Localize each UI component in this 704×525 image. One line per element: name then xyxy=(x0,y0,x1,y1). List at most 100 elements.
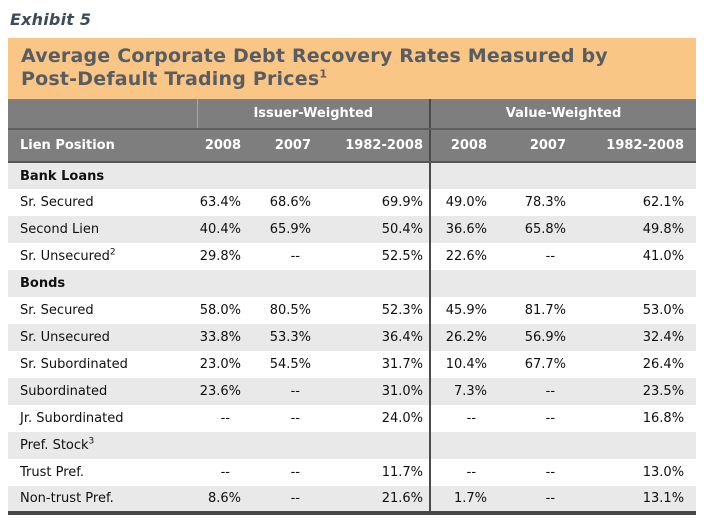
row-label: Jr. Subordinated xyxy=(8,405,197,432)
row-label-text: Sr. Subordinated xyxy=(20,357,128,372)
cell-value: 50.4% xyxy=(381,222,424,237)
cell-value: 65.8% xyxy=(524,222,567,237)
cell-value: 52.5% xyxy=(381,249,424,264)
cell-value: 81.7% xyxy=(524,303,567,318)
cell-value: 52.3% xyxy=(381,303,424,318)
cell-value: -- xyxy=(545,249,556,264)
cell-value xyxy=(429,432,494,459)
cell-value: 26.2% xyxy=(429,324,494,351)
table-row-bonds: Bonds xyxy=(8,270,697,297)
cell-value: 45.9% xyxy=(429,297,494,324)
row-label-text: Jr. Subordinated xyxy=(20,411,124,426)
cell-value: 49.8% xyxy=(642,222,685,237)
cell-value xyxy=(572,270,696,297)
cell-value: -- xyxy=(290,465,300,480)
table-row-sr-subordinated: Sr. Subordinated 23.0% 54.5% 31.7% 10.4%… xyxy=(8,351,697,378)
cell-value: 65.9% xyxy=(269,222,311,237)
cell-value: -- xyxy=(220,411,230,426)
cell-value: 68.6% xyxy=(269,195,311,210)
cell-value: 23.0% xyxy=(199,357,241,372)
table-row-b-sr-unsecured: Sr. Unsecured 33.8% 53.3% 36.4% 26.2% 56… xyxy=(8,324,697,351)
group-header-value-weighted: Value-Weighted xyxy=(429,99,697,130)
cell-value xyxy=(429,162,494,189)
row-label: Trust Pref. xyxy=(8,459,197,486)
cell-value: 10.4% xyxy=(429,351,494,378)
cell-value: 16.8% xyxy=(642,411,685,426)
cell-value: 11.7% xyxy=(381,465,424,480)
cell-value: 62.1% xyxy=(642,195,685,210)
row-label-text: Non-trust Pref. xyxy=(20,491,114,506)
cell-value: 36.6% xyxy=(429,216,494,243)
col-header-iw-1982-2008: 1982-2008 xyxy=(317,129,431,163)
cell-value: 40.4% xyxy=(199,222,241,237)
table-body: Bank Loans Sr. Secured 63.4% 68.6% 69.9%… xyxy=(8,162,697,513)
row-label: Bonds xyxy=(8,270,197,297)
cell-value xyxy=(247,162,317,189)
cell-value: 23.5% xyxy=(642,384,685,399)
cell-value: 33.8% xyxy=(199,330,241,345)
row-label-text: Sr. Secured xyxy=(20,195,94,210)
row-label-text: Bonds xyxy=(20,276,66,291)
cell-value: 63.4% xyxy=(199,195,241,210)
row-label-text: Sr. Secured xyxy=(20,303,94,318)
table-header: Issuer-Weighted Value-Weighted Lien Posi… xyxy=(8,99,697,163)
row-label: Subordinated xyxy=(8,378,197,405)
cell-value: 49.0% xyxy=(429,189,494,216)
cell-value: -- xyxy=(290,491,300,506)
cell-value: 22.6% xyxy=(429,243,494,270)
col-header-vw-1982-2008: 1982-2008 xyxy=(572,129,697,163)
cell-value: 69.9% xyxy=(381,195,424,210)
banner-title-line2-text: Post-Default Trading Prices xyxy=(21,68,320,90)
col-header-lien-position: Lien Position xyxy=(8,129,197,163)
table-row-bl-sr-unsecured: Sr. Unsecured2 29.8% -- 52.5% 22.6% -- 4… xyxy=(8,243,697,270)
cell-value: 23.6% xyxy=(199,384,241,399)
cell-value xyxy=(429,270,494,297)
row-label: Second Lien xyxy=(8,216,197,243)
banner: Average Corporate Debt Recovery Rates Me… xyxy=(8,38,696,99)
cell-value: 32.4% xyxy=(642,330,685,345)
cell-value: 67.7% xyxy=(524,357,567,372)
cell-value: 54.5% xyxy=(269,357,311,372)
cell-value: -- xyxy=(290,411,300,426)
cell-value: 31.7% xyxy=(381,357,424,372)
row-label-text: Trust Pref. xyxy=(20,465,85,480)
cell-value xyxy=(493,432,572,459)
row-label: Sr. Unsecured2 xyxy=(8,243,197,270)
col-header-vw-2008: 2008 xyxy=(429,129,494,163)
table-row-b-sr-secured: Sr. Secured 58.0% 80.5% 52.3% 45.9% 81.7… xyxy=(8,297,697,324)
table-row-non-trust-pref: Non-trust Pref. 8.6% -- 21.6% 1.7% -- 13… xyxy=(8,486,697,513)
banner-title-line2: Post-Default Trading Prices1 xyxy=(21,68,684,91)
cell-value xyxy=(247,270,317,297)
cell-value: 36.4% xyxy=(381,330,424,345)
row-label-text: Sr. Unsecured xyxy=(20,249,110,264)
column-header-row: Lien Position 2008 2007 1982-2008 2008 2… xyxy=(8,129,697,163)
row-label-text: Bank Loans xyxy=(20,168,105,184)
cell-value xyxy=(247,432,317,459)
cell-value xyxy=(197,162,247,189)
cell-value xyxy=(493,162,572,189)
table-row-bank-loans: Bank Loans xyxy=(8,162,697,189)
col-header-vw-2007: 2007 xyxy=(493,129,573,163)
cell-value: 8.6% xyxy=(207,491,241,506)
table-row-bl-sr-secured: Sr. Secured 63.4% 68.6% 69.9% 49.0% 78.3… xyxy=(8,189,697,216)
row-label-sup: 2 xyxy=(109,247,116,258)
cell-value: -- xyxy=(545,411,556,426)
cell-value: 24.0% xyxy=(381,411,424,426)
row-label: Sr. Unsecured xyxy=(8,324,197,351)
cell-value: -- xyxy=(290,249,300,264)
cell-value: 7.3% xyxy=(429,378,494,405)
cell-value: 80.5% xyxy=(269,303,311,318)
recovery-rates-table: Issuer-Weighted Value-Weighted Lien Posi… xyxy=(8,99,697,515)
group-header-row: Issuer-Weighted Value-Weighted xyxy=(8,99,697,130)
row-label: Pref. Stock3 xyxy=(8,432,197,459)
row-label: Non-trust Pref. xyxy=(8,486,197,513)
title-footnote-marker: 1 xyxy=(319,67,328,81)
cell-value: -- xyxy=(429,405,494,432)
cell-value: -- xyxy=(290,384,300,399)
table-row-subordinated: Subordinated 23.6% -- 31.0% 7.3% -- 23.5… xyxy=(8,378,697,405)
cell-value xyxy=(572,432,696,459)
cell-value xyxy=(572,162,696,189)
cell-value: 41.0% xyxy=(642,249,685,264)
row-label: Sr. Secured xyxy=(8,189,197,216)
